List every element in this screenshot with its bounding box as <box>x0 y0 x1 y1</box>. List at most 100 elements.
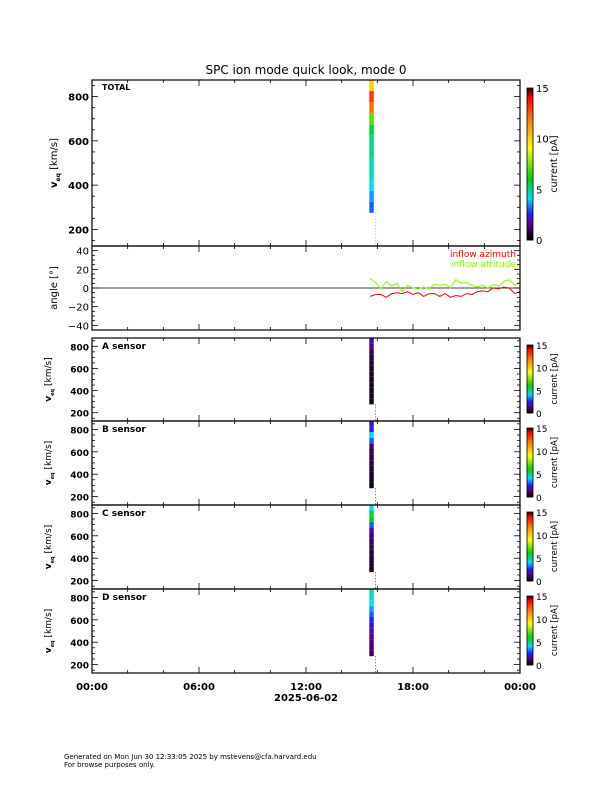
spectrogram-cell <box>369 628 374 634</box>
colorbar-swatch <box>527 346 533 348</box>
colorbar-swatch <box>527 490 533 492</box>
colorbar-swatch <box>527 174 533 178</box>
colorbar-swatch <box>527 486 533 489</box>
colorbar-swatch <box>527 547 533 550</box>
colorbar-swatch <box>527 574 533 576</box>
colorbar-swatch <box>527 390 533 392</box>
colorbar-swatch <box>527 568 533 570</box>
colorbar-swatch <box>527 560 533 562</box>
colorbar-swatch <box>527 377 533 380</box>
colorbar-swatch <box>527 451 533 453</box>
colorbar-swatch <box>527 528 533 530</box>
colorbar-swatch <box>527 348 533 351</box>
y-tick-label: 200 <box>70 662 89 672</box>
colorbar-swatch <box>527 444 533 446</box>
colorbar-swatch <box>527 652 533 654</box>
colorbar-swatch <box>527 184 533 188</box>
colorbar-swatch <box>527 374 533 377</box>
colorbar-swatch <box>527 570 533 573</box>
colorbar-swatch <box>527 606 533 608</box>
spectrogram-cell <box>369 617 374 623</box>
colorbar-label: current [pA] <box>550 353 560 404</box>
colorbar-swatch <box>527 161 533 165</box>
colorbar-swatch <box>527 610 533 613</box>
spectrogram-cell <box>369 527 374 533</box>
colorbar-tick-label: 10 <box>536 616 548 626</box>
colorbar-swatch <box>527 351 533 354</box>
y-tick-label: 600 <box>70 449 89 459</box>
colorbar-swatch <box>527 399 533 402</box>
colorbar-swatch <box>527 108 533 112</box>
colorbar-swatch <box>527 105 533 109</box>
colorbar-swatch <box>527 521 533 523</box>
colorbar-swatch <box>527 389 533 391</box>
colorbar-swatch <box>527 234 533 238</box>
colorbar-swatch <box>527 430 533 432</box>
colorbar-swatch <box>527 199 533 203</box>
spectrogram-cell <box>369 80 374 92</box>
footer: Generated on Mon Jun 30 12:33:05 2025 by… <box>64 753 317 769</box>
colorbar-swatch <box>527 382 533 385</box>
colorbar-swatch <box>527 643 533 645</box>
colorbar-swatch <box>527 138 533 142</box>
colorbar-swatch <box>527 576 533 579</box>
colorbar-label: current [pA] <box>550 437 560 488</box>
y-tick-label: 400 <box>68 181 89 192</box>
colorbar-swatch <box>527 202 533 206</box>
spectrogram-cell <box>369 533 374 539</box>
spectrogram-cell <box>369 146 374 158</box>
colorbar-swatch <box>527 151 533 155</box>
colorbar-swatch <box>527 491 533 493</box>
colorbar-swatch <box>527 436 533 438</box>
spectrogram-cell <box>369 437 374 444</box>
colorbar-swatch <box>527 224 533 228</box>
colorbar-swatch <box>527 648 533 651</box>
panel-label-d: D sensor <box>102 593 147 603</box>
colorbar-swatch <box>527 646 533 649</box>
panel-label-a: A sensor <box>102 342 147 352</box>
colorbar-swatch <box>527 475 533 477</box>
colorbar-swatch <box>527 629 533 631</box>
colorbar-swatch <box>527 552 533 554</box>
colorbar-swatch <box>527 455 533 458</box>
colorbar-swatch <box>527 655 533 658</box>
y-tick-label: 200 <box>68 225 89 236</box>
colorbar-swatch <box>527 660 533 663</box>
colorbar-swatch <box>527 577 533 580</box>
colorbar-swatch <box>527 407 533 409</box>
colorbar-tick-label: 10 <box>536 135 549 146</box>
spectrogram-cell <box>369 544 374 550</box>
colorbar-swatch <box>527 472 533 475</box>
footer-generated: Generated on Mon Jun 30 12:33:05 2025 by… <box>64 753 317 761</box>
spectrogram-cell <box>369 338 374 344</box>
colorbar-swatch <box>527 642 533 644</box>
y-tick-label: 600 <box>70 533 89 543</box>
colorbar-swatch <box>527 355 533 357</box>
colorbar-swatch <box>527 558 533 560</box>
colorbar-swatch <box>527 538 533 541</box>
colorbar-swatch <box>527 532 533 535</box>
colorbar-swatch <box>527 214 533 218</box>
colorbar-swatch <box>527 525 533 528</box>
spectrogram-cell <box>369 135 374 147</box>
d-colorbar <box>526 595 534 666</box>
y-tick-label: 200 <box>70 494 89 504</box>
y-tick-label: 200 <box>70 410 89 420</box>
colorbar-swatch <box>527 633 533 636</box>
spectrogram-cell <box>369 639 374 645</box>
colorbar-swatch <box>527 530 533 533</box>
colorbar-tick-label: 0 <box>536 662 542 672</box>
colorbar-swatch <box>527 543 533 545</box>
colorbar-swatch <box>527 637 533 640</box>
colorbar-swatch <box>527 659 533 661</box>
colorbar-swatch <box>527 95 533 99</box>
colorbar-swatch <box>527 428 533 430</box>
colorbar-swatch <box>527 512 533 514</box>
spectrogram-cell <box>369 398 374 405</box>
spectrogram-cell <box>369 516 374 522</box>
colorbar-swatch <box>527 457 533 460</box>
colorbar-swatch <box>527 598 533 600</box>
colorbar-tick-label: 0 <box>536 578 542 588</box>
colorbar-tick-label: 15 <box>536 342 547 352</box>
